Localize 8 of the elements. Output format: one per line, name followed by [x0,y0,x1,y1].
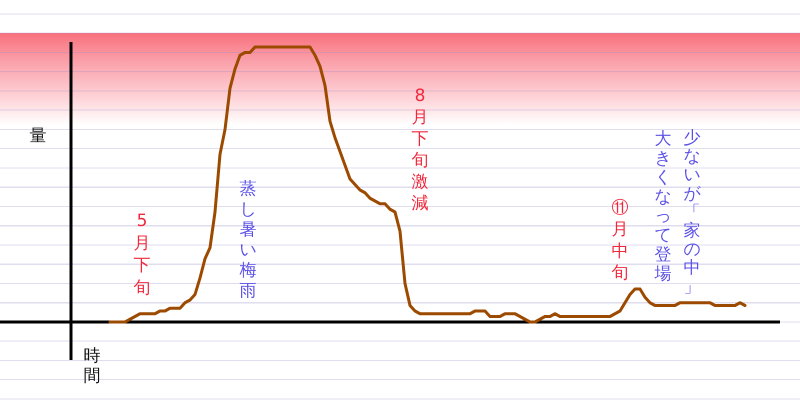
annotation: 少ないが「家の中」 [684,128,700,297]
xlabel: 時間 [84,346,100,386]
annotation: ⑪月中旬 [612,198,628,284]
annotation: 5月下旬 [134,211,150,298]
annotation: 大きくなって登場 [654,129,672,284]
ylabel: 量 [30,126,46,146]
annotation: 8月下旬激減 [412,86,428,214]
annotation: 蒸し暑い梅雨 [240,179,256,301]
